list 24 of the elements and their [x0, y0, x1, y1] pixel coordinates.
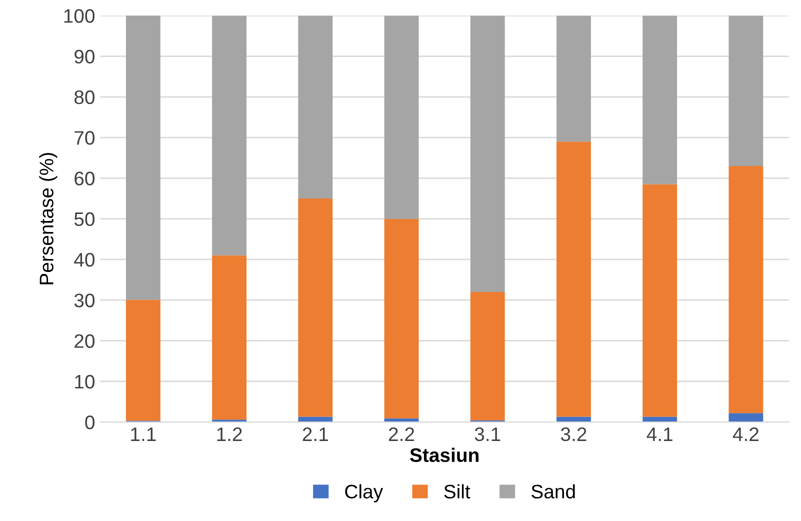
y-tick-label: 40 [74, 252, 95, 267]
x-tick-label: 1.2 [217, 427, 242, 441]
y-axis-title: Persentase (%) [39, 153, 58, 284]
y-tick-label: 80 [74, 90, 95, 104]
y-tick-label: 10 [75, 374, 95, 389]
y-tick-label: 90 [74, 50, 95, 64]
y-tick-label: 100 [64, 9, 95, 23]
y-tick-label: 70 [74, 131, 95, 145]
y-tick-label: 0 [85, 415, 95, 430]
y-tick-label: 30 [74, 294, 95, 308]
x-tick-label: 3.2 [560, 427, 586, 442]
legend-label: Clay [345, 484, 384, 502]
legend-label: Silt [444, 484, 470, 498]
x-axis-title: Stasiun [410, 448, 478, 462]
x-tick-label: 3.1 [474, 427, 500, 442]
y-tick-label: 60 [74, 172, 95, 186]
x-tick-label: 2.2 [388, 427, 414, 441]
x-tick-label: 2.1 [302, 427, 328, 441]
x-tick-label: 1.1 [131, 428, 156, 441]
y-tick-label: 50 [74, 212, 95, 226]
legend-label: Sand [532, 484, 575, 498]
x-tick-label: 4.2 [732, 427, 758, 441]
y-tick-label: 20 [74, 334, 95, 348]
x-tick-label: 4.1 [646, 428, 672, 441]
